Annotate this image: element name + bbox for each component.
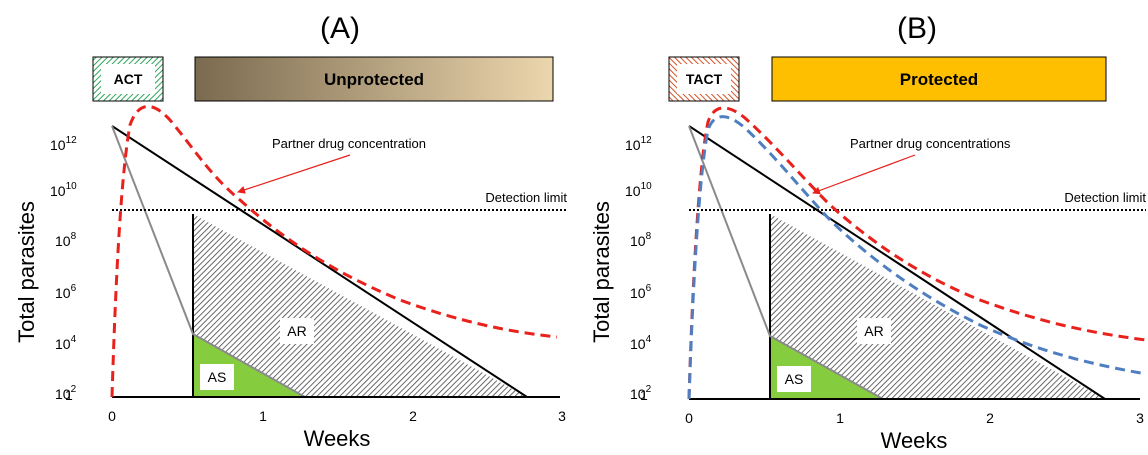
- banner-label: Protected: [900, 70, 978, 89]
- x-tick-label: 2: [986, 410, 994, 426]
- region-as-label: AS: [777, 366, 811, 392]
- region-label-box: [200, 364, 234, 390]
- y-tick-label: 1012: [50, 135, 77, 153]
- x-tick-label: 3: [558, 408, 566, 424]
- y-tick-label: 106: [55, 283, 77, 301]
- region-label: AR: [287, 323, 306, 339]
- x-tick-label: 2: [409, 408, 417, 424]
- drug-box-label: ACT: [114, 71, 143, 87]
- banner-label: Unprotected: [324, 70, 424, 89]
- protection-banner: Protected: [771, 56, 1107, 102]
- drug-box-inner: [677, 64, 731, 94]
- partner-drug-curve-blue: [687, 115, 1147, 400]
- region-label-box: [280, 318, 314, 344]
- y-tick-label: 1: [65, 387, 73, 403]
- panel-b: (B) TACT Protected Total parasites 1012 …: [589, 12, 1146, 453]
- panel-letter: (A): [320, 12, 360, 45]
- drug-box: ACT: [92, 56, 164, 102]
- region-as-label: AS: [200, 364, 234, 390]
- partner-drug-curve: [110, 104, 558, 398]
- as-decline-line: [111, 125, 306, 398]
- x-tick-label: 0: [685, 410, 693, 426]
- drug-box: TACT: [668, 56, 740, 102]
- y-tick-labels: 1012 1010 108 106 104 102 1: [50, 135, 77, 403]
- annotation-arrow: [812, 154, 916, 195]
- panel-a: (A) ACT Unprotected Total parasites 1012…: [14, 12, 568, 451]
- banner-bar: [194, 56, 554, 102]
- banner-bar: [771, 56, 1107, 102]
- detection-limit-label: Detection limit: [485, 190, 567, 205]
- x-axis-title: Weeks: [304, 426, 371, 451]
- y-tick-label: 108: [630, 231, 652, 249]
- y-tick-label: 108: [55, 231, 77, 249]
- region-ar: [193, 214, 527, 397]
- drug-box-inner: [101, 64, 155, 94]
- panel-letter: (B): [897, 12, 937, 45]
- y-axis-title: Total parasites: [589, 201, 614, 343]
- x-tick-labels: 0 1 2 3: [685, 410, 1144, 426]
- annotation-label: Partner drug concentrations: [850, 136, 1011, 151]
- y-tick-label: 104: [55, 334, 77, 352]
- detection-limit-label: Detection limit: [1064, 190, 1146, 205]
- y-tick-labels: 1012 1010 108 106 104 102 1: [625, 135, 652, 403]
- y-tick-label: 102: [630, 384, 652, 402]
- annotation-label: Partner drug concentration: [272, 136, 426, 151]
- y-tick-label: 1012: [625, 135, 652, 153]
- x-tick-label: 0: [108, 408, 116, 424]
- y-axis-title: Total parasites: [14, 201, 39, 343]
- region-ar-label: AR: [857, 318, 891, 344]
- y-tick-label: 102: [55, 384, 77, 402]
- x-tick-label: 1: [259, 408, 267, 424]
- y-tick-label: 1010: [50, 181, 77, 199]
- y-tick-label: 1010: [625, 181, 652, 199]
- x-axis-title: Weeks: [881, 428, 948, 453]
- region-label: AS: [208, 369, 227, 385]
- annotation-arrow: [237, 154, 351, 194]
- region-label-box: [777, 366, 811, 392]
- x-tick-labels: 0 1 2 3: [108, 408, 566, 424]
- region-label: AS: [785, 371, 804, 387]
- y-tick-label: 104: [630, 334, 652, 352]
- region-label: AR: [864, 323, 883, 339]
- region-ar: [770, 214, 1105, 399]
- region-label-box: [857, 318, 891, 344]
- region-ar-label: AR: [280, 318, 314, 344]
- x-tick-label: 1: [836, 410, 844, 426]
- ar-decline-line: [111, 125, 528, 398]
- protection-banner: Unprotected: [194, 56, 554, 102]
- drug-box-label: TACT: [686, 71, 723, 87]
- y-tick-label: 106: [630, 283, 652, 301]
- y-tick-label: 1: [640, 387, 648, 403]
- ar-decline-line: [688, 125, 1106, 400]
- as-decline-line: [688, 125, 884, 400]
- x-tick-label: 3: [1136, 410, 1144, 426]
